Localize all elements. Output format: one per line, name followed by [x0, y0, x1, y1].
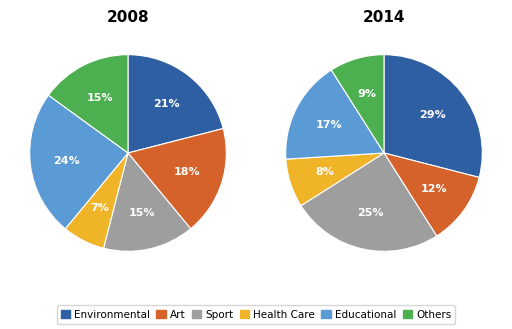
Title: 2008: 2008	[106, 10, 150, 25]
Text: 12%: 12%	[421, 184, 447, 194]
Text: 7%: 7%	[91, 203, 110, 213]
Text: 24%: 24%	[53, 156, 80, 166]
Wedge shape	[103, 153, 190, 251]
Text: 21%: 21%	[153, 99, 179, 109]
Text: 25%: 25%	[357, 209, 383, 218]
Text: 17%: 17%	[315, 120, 342, 130]
Wedge shape	[286, 153, 384, 206]
Wedge shape	[128, 129, 226, 229]
Wedge shape	[66, 153, 128, 248]
Wedge shape	[331, 55, 384, 153]
Wedge shape	[128, 55, 223, 153]
Legend: Environmental, Art, Sport, Health Care, Educational, Others: Environmental, Art, Sport, Health Care, …	[56, 305, 456, 324]
Wedge shape	[286, 70, 384, 159]
Text: 15%: 15%	[87, 93, 113, 103]
Wedge shape	[384, 55, 482, 177]
Title: 2014: 2014	[362, 10, 406, 25]
Text: 15%: 15%	[129, 209, 155, 218]
Text: 9%: 9%	[357, 89, 376, 98]
Wedge shape	[49, 55, 128, 153]
Text: 8%: 8%	[316, 167, 334, 177]
Wedge shape	[384, 153, 479, 236]
Text: 18%: 18%	[174, 167, 200, 177]
Text: 29%: 29%	[419, 110, 446, 120]
Wedge shape	[301, 153, 437, 251]
Wedge shape	[30, 95, 128, 229]
